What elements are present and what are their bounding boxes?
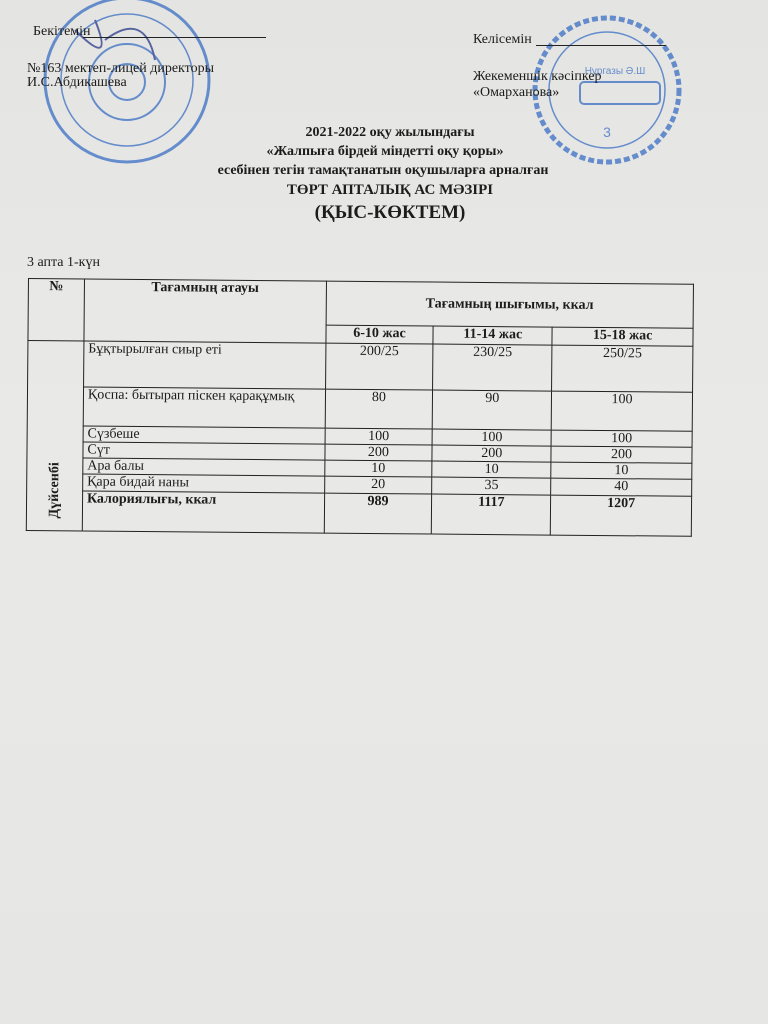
heading-menu: ТӨРТ АПТАЛЫҚ АС МӘЗІРІ [286,182,494,198]
value-cell: 20 [324,476,433,495]
value-cell: 90 [432,390,552,431]
value-cell: 80 [324,389,433,430]
menu-table: № Тағамның атауы Тағамның шығымы, ккал 6… [26,278,694,537]
heading-year: 2021-2022 оқу жылындағы [305,125,475,140]
total-value: 1117 [431,494,551,536]
value-cell: 200 [324,444,433,462]
value-cell: 200 [551,446,693,464]
entrepreneur-stamp: 3 Нургазы Ә.Ш [532,15,682,165]
value-cell: 200 [432,445,552,463]
heading-fund: «Жалпыға бірдей міндетті оқу қоры» [266,144,504,159]
dish-name: Сүзбеше [82,425,325,445]
agree-label: Келісемін [473,32,532,47]
dish-name: Қоспа: бытырап піскен қарақұмық [83,386,326,429]
age-group-header: 15-18 жас [552,327,694,347]
agree-signature-line [536,45,666,46]
total-label: Калориялығы, ккал [82,490,325,534]
col-name-header: Тағамның атауы [83,278,327,344]
value-cell: 230/25 [432,344,553,392]
total-value: 1207 [550,495,692,537]
approver-name: И.С.Абдикашева [27,75,127,90]
value-cell: 100 [551,391,693,432]
agreer-position: Жекеменшік кәсіпкер [473,69,602,84]
value-cell: 35 [432,477,551,496]
age-group-header: 6-10 жас [325,325,434,345]
approve-signature-line [83,37,266,38]
value-cell: 10 [432,461,552,479]
value-cell: 10 [550,462,692,480]
svg-text:Нургазы Ә.Ш: Нургазы Ә.Ш [585,66,646,77]
dish-name: Бұқтырылған сиыр еті [83,340,326,390]
day-cell: Дүйсенбі [26,340,84,531]
table-row: Дүйсенбі Бұқтырылған сиыр еті 200/25 230… [26,340,693,531]
value-cell: 10 [324,460,433,478]
total-value: 989 [323,493,433,535]
age-group-header: 11-14 жас [433,326,553,346]
approve-label: Бекітемін [33,24,91,39]
heading-season: (ҚЫС-КӨКТЕМ) [314,202,466,223]
col-no-header: № [27,278,85,341]
svg-text:3: 3 [603,124,611,140]
value-cell: 200/25 [325,343,434,391]
value-cell: 40 [550,478,692,497]
col-yield-header: Тағамның шығымы, ккал [325,281,694,329]
total-row: Калориялығы, ккал 989 1117 1207 [26,490,692,537]
agreer-name: «Омарханова» [473,85,560,100]
value-cell: 100 [551,430,693,448]
dish-name: Ара балы [82,457,325,477]
heading-purpose: есебінен тегін тамақтанатын оқушыларға а… [217,163,549,178]
value-cell: 100 [432,429,552,447]
dish-name: Қара бидай наны [82,473,325,494]
value-cell: 250/25 [551,345,693,393]
week-day-label: 3 апта 1-күн [27,255,100,270]
value-cell: 100 [324,428,433,446]
approver-position: №163 мектеп-лицей директоры [27,61,214,76]
school-stamp [43,0,211,164]
table-row: Қоспа: бытырап піскен қарақұмық 80 90 10… [27,386,693,432]
